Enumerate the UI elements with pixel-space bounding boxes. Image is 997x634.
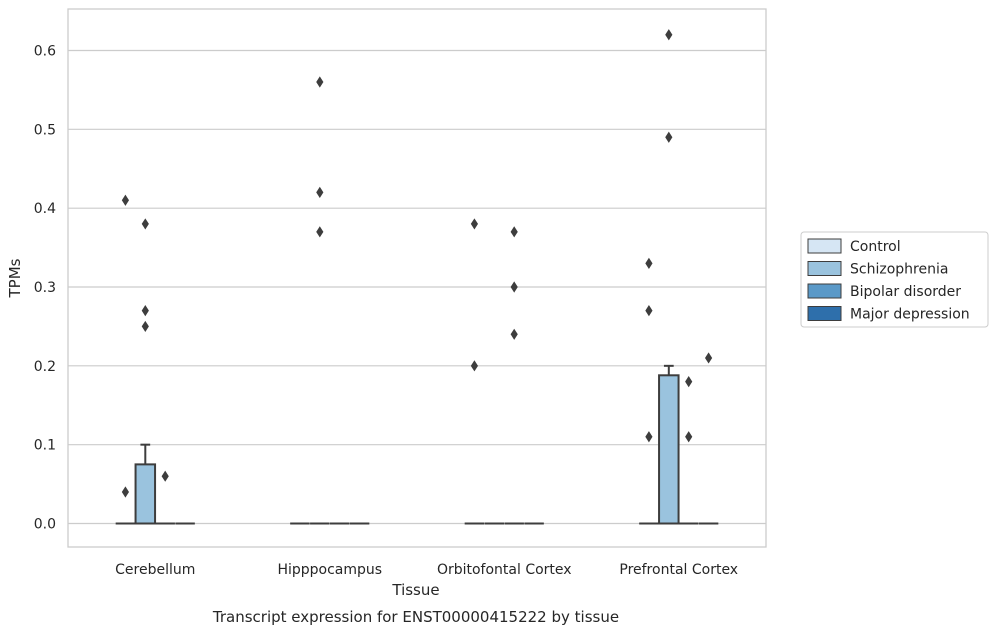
outlier-point	[510, 328, 518, 340]
box-group	[639, 257, 659, 525]
outlier-point	[645, 305, 653, 317]
legend-label: Control	[850, 239, 901, 255]
outlier-point	[685, 376, 693, 388]
legend-frame	[800, 231, 989, 328]
outlier-point	[316, 226, 324, 238]
chart-caption: Transcript expression for ENST0000041522…	[212, 608, 619, 626]
legend-swatch	[807, 283, 842, 299]
outlier-point	[141, 320, 149, 333]
outlier-point	[161, 470, 169, 482]
x-tick-label: Prefrontal Cortex	[619, 562, 738, 578]
outlier-point	[510, 281, 518, 293]
outlier-point	[121, 194, 130, 206]
legend-label: Major depression	[850, 307, 970, 323]
outlier-point	[470, 218, 479, 230]
outlier-point	[121, 486, 130, 498]
x-axis-ticks: Cerebellum Hipppocampus Orbitofontal Corte…	[115, 562, 738, 578]
box-group	[698, 352, 719, 525]
y-axis-label: TPMs	[6, 258, 24, 298]
x-tick-label: Cerebellum	[115, 562, 195, 578]
plot-marks	[115, 29, 719, 525]
legend-swatch	[807, 306, 842, 321]
outlier-point	[665, 29, 673, 41]
plot-frame	[67, 8, 767, 548]
x-tick-label: Orbitofontal Cortex	[437, 562, 572, 578]
outlier-point	[665, 131, 673, 143]
outlier-point	[141, 305, 149, 317]
box-group	[134, 218, 157, 525]
outlier-point	[510, 226, 518, 238]
legend-label: Schizophrenia	[850, 262, 948, 278]
legend-label: Bipolar disorder	[850, 284, 961, 300]
y-tick-label: 0.1	[34, 438, 56, 454]
y-tick-label: 0.0	[34, 517, 56, 533]
box	[658, 374, 680, 525]
box-group	[504, 226, 524, 525]
gridlines	[68, 49, 766, 525]
x-axis-label: Tissue	[391, 581, 439, 599]
box-group	[310, 76, 330, 525]
box	[134, 463, 157, 525]
box-group	[115, 194, 136, 525]
box-group	[155, 470, 175, 525]
box-group	[464, 218, 485, 525]
outlier-point	[704, 352, 713, 364]
y-tick-label: 0.6	[34, 44, 56, 60]
y-axis-ticks: 0.0 0.1 0.2 0.3 0.4 0.5 0.6	[34, 44, 56, 533]
legend: Control Schizophrenia Bipolar disorder Majo…	[800, 231, 989, 328]
y-tick-label: 0.5	[34, 122, 56, 138]
outlier-point	[316, 186, 324, 198]
box-group	[658, 29, 680, 525]
outlier-point	[645, 431, 653, 443]
outlier-point	[141, 218, 149, 230]
legend-swatch	[807, 238, 842, 254]
outlier-point	[316, 76, 324, 88]
box-group	[678, 376, 699, 525]
y-tick-label: 0.2	[34, 359, 56, 375]
y-tick-label: 0.3	[34, 280, 56, 296]
legend-swatch	[807, 261, 842, 276]
outlier-point	[645, 257, 653, 269]
y-tick-label: 0.4	[34, 201, 56, 217]
x-tick-label: Hipppocampus	[277, 562, 382, 578]
outlier-point	[470, 360, 479, 372]
outlier-point	[685, 431, 693, 443]
